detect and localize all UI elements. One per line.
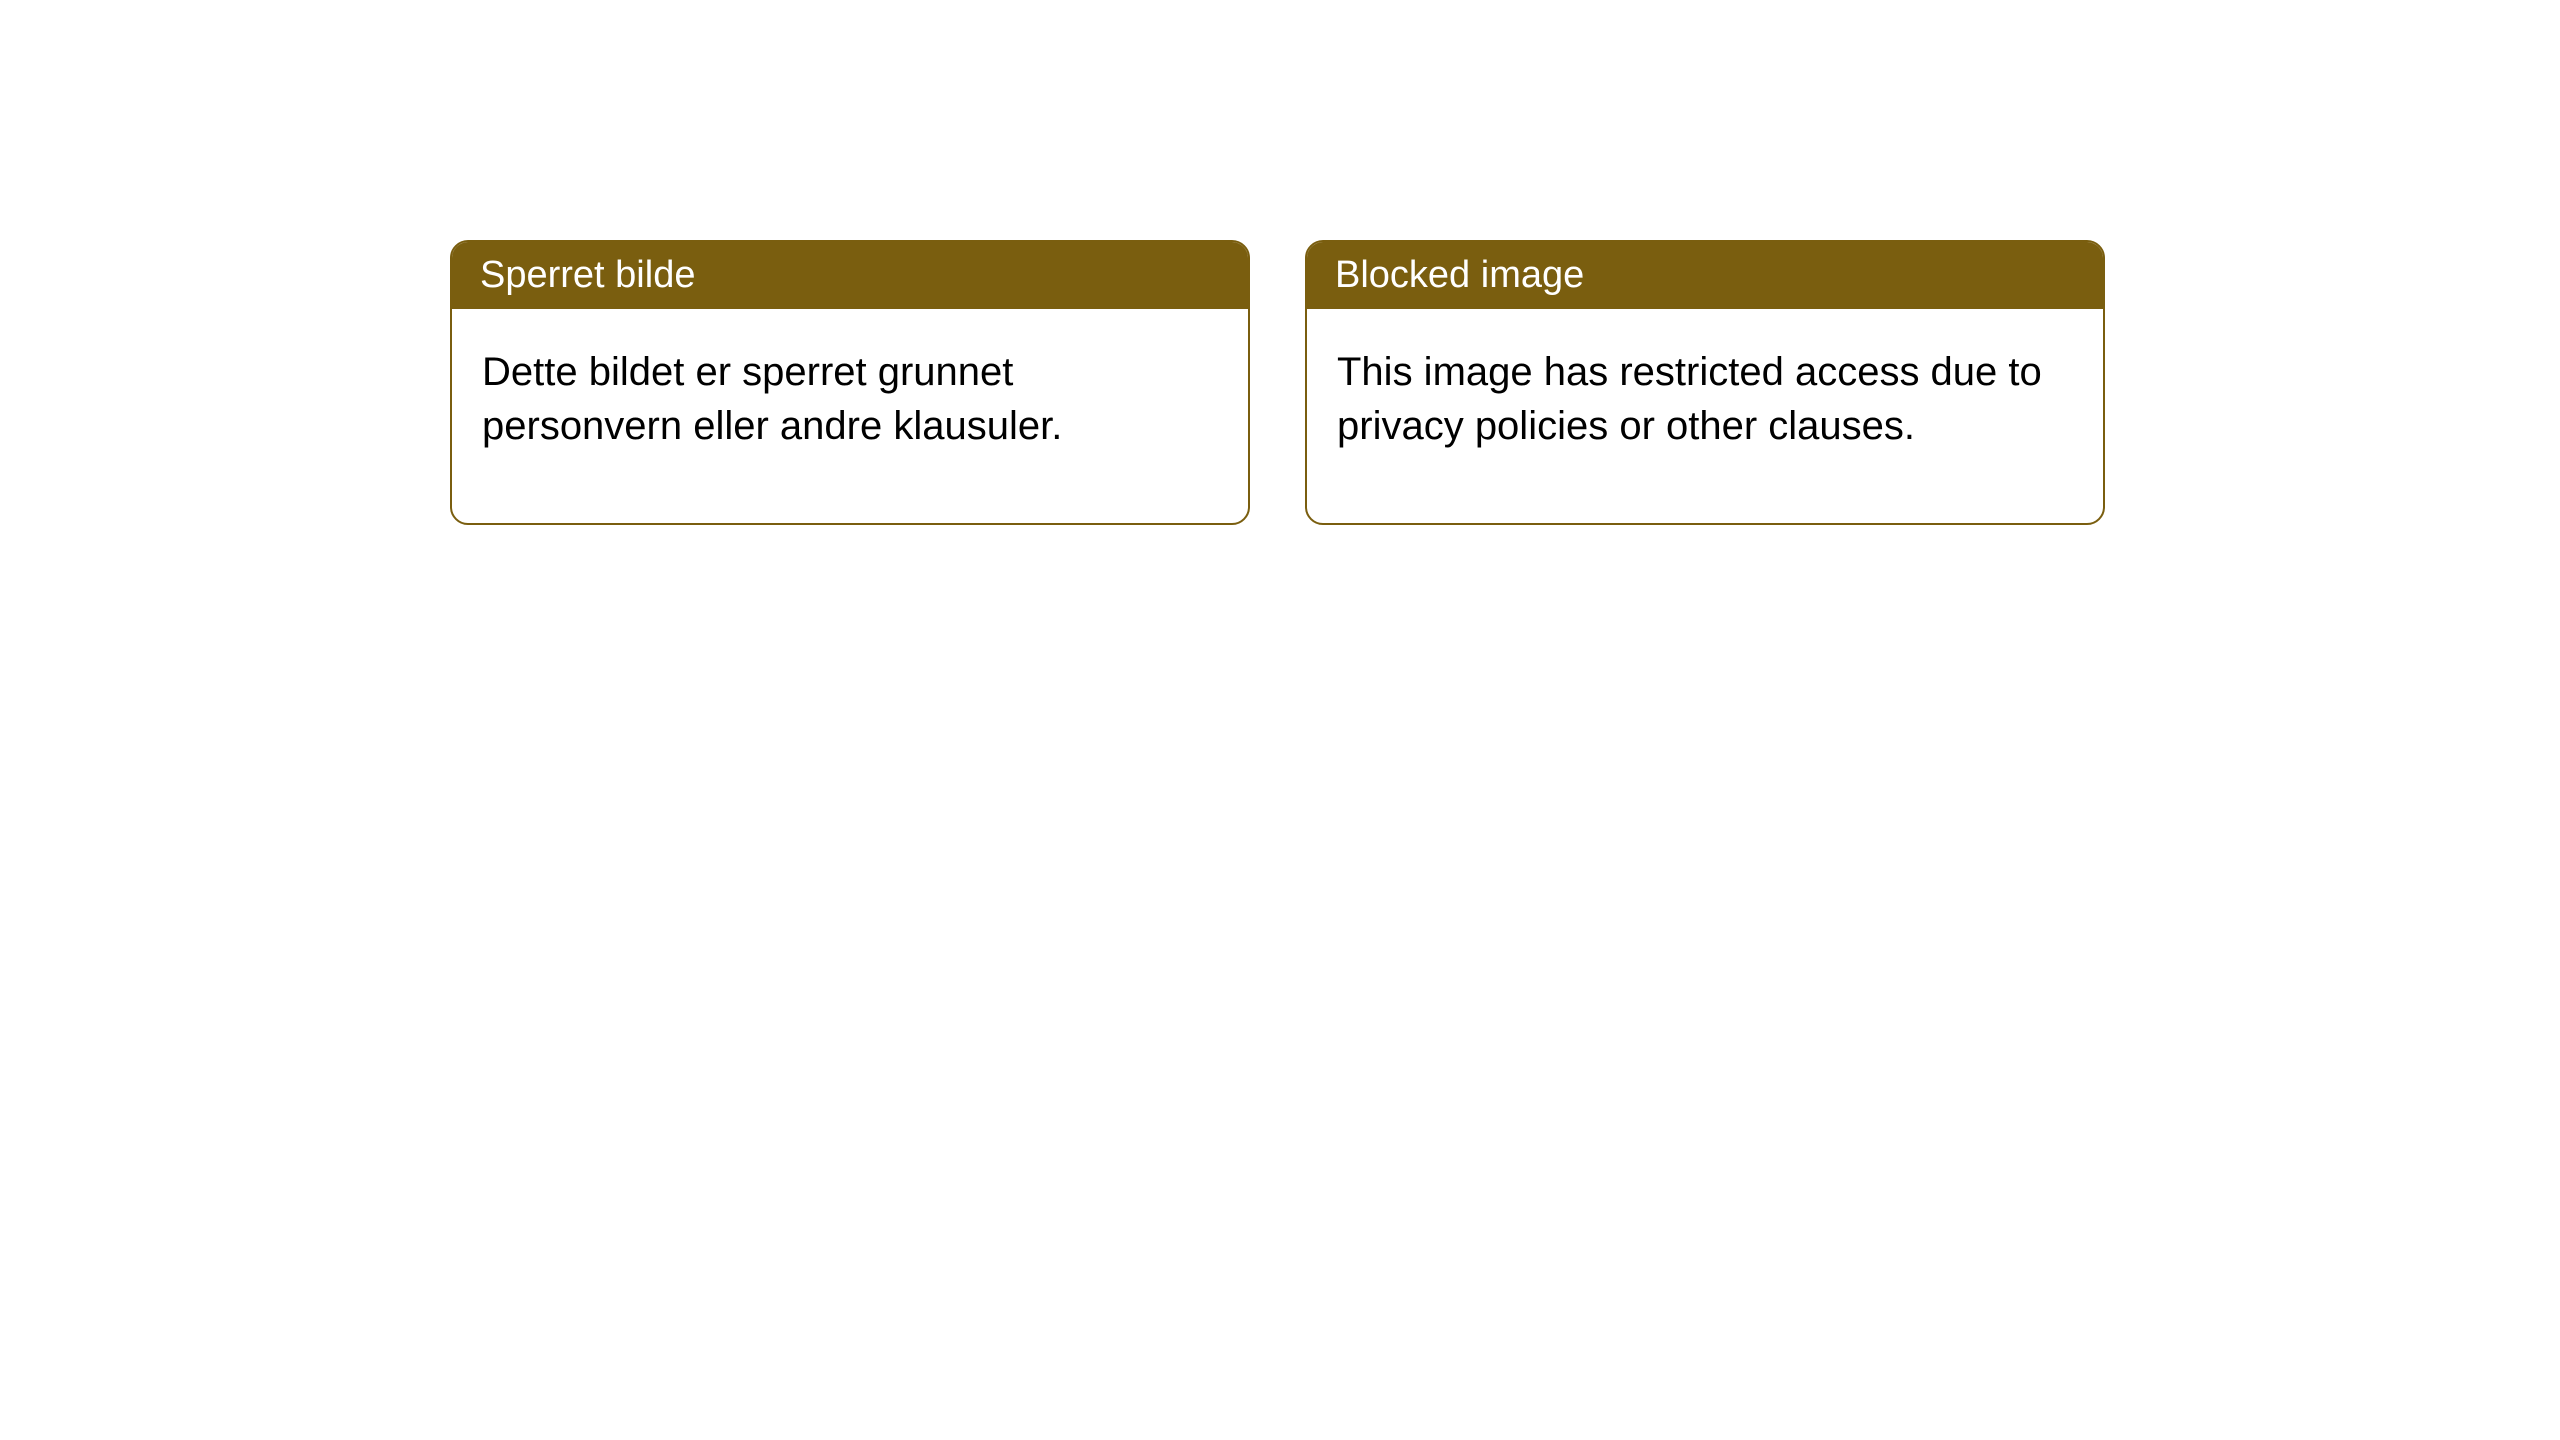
card-title: Blocked image — [1307, 242, 2103, 309]
card-body-text: This image has restricted access due to … — [1307, 309, 2103, 523]
card-body-text: Dette bildet er sperret grunnet personve… — [452, 309, 1248, 523]
notice-card-english: Blocked image This image has restricted … — [1305, 240, 2105, 525]
card-title: Sperret bilde — [452, 242, 1248, 309]
notice-container: Sperret bilde Dette bildet er sperret gr… — [450, 240, 2105, 525]
notice-card-norwegian: Sperret bilde Dette bildet er sperret gr… — [450, 240, 1250, 525]
